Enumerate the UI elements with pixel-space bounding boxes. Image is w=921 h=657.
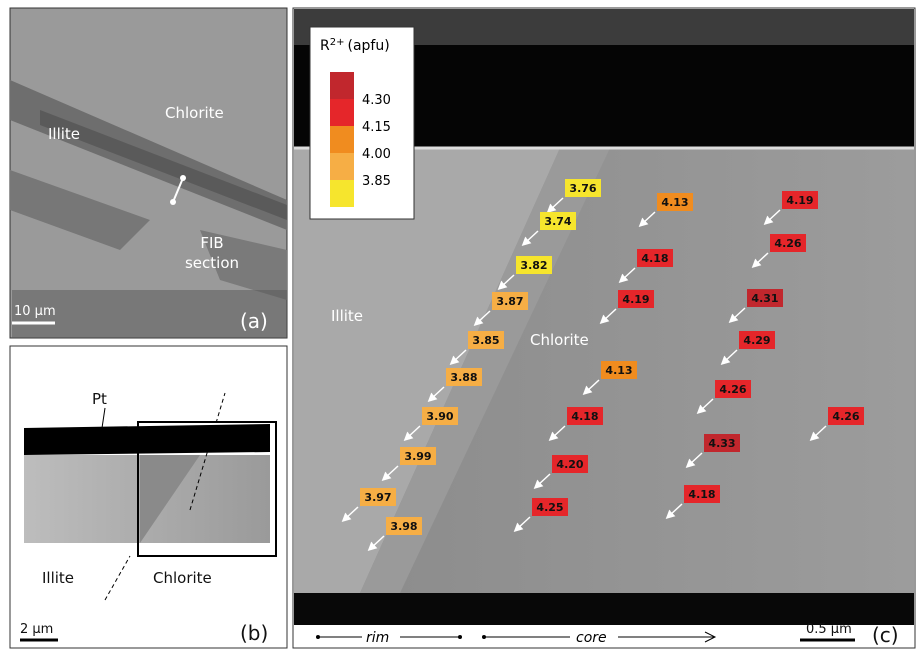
legend-swatch <box>330 72 354 99</box>
panel-label: (c) <box>872 623 899 647</box>
point-label: 4.25 <box>536 501 563 514</box>
point-label: 3.88 <box>450 371 477 384</box>
point-label: 4.19 <box>786 194 813 207</box>
scale-label: 0.5 µm <box>806 622 852 637</box>
label: Chlorite <box>165 104 224 122</box>
point-label: 4.18 <box>641 252 668 265</box>
point-label: 4.19 <box>622 293 649 306</box>
point-label: 3.85 <box>472 334 499 347</box>
point-label: 3.98 <box>390 520 417 533</box>
legend-tick: 4.00 <box>362 147 391 162</box>
legend-tick: 3.85 <box>362 174 391 189</box>
page: Illite Chlorite FIB section 10 µm (a) Pt… <box>0 0 921 653</box>
point-label: 3.90 <box>426 410 453 423</box>
label: Illite <box>42 569 74 587</box>
scale-label: 2 µm <box>20 622 53 637</box>
point-label: 3.99 <box>404 450 431 463</box>
label: Pt <box>92 390 107 408</box>
label: Illite <box>48 125 80 143</box>
point-label: 4.26 <box>719 383 746 396</box>
point-label: 4.18 <box>688 488 715 501</box>
point-label: 3.87 <box>496 295 523 308</box>
label: section <box>185 254 239 272</box>
point-label: 4.31 <box>751 292 778 305</box>
point-label: 4.18 <box>571 410 598 423</box>
legend-swatch <box>330 99 354 126</box>
point-label: 3.97 <box>364 491 391 504</box>
point-label: 3.82 <box>520 259 547 272</box>
legend-swatch <box>330 126 354 153</box>
label: rim <box>366 630 389 646</box>
point-label: 4.26 <box>832 410 859 423</box>
panel-a: Illite Chlorite FIB section 10 µm (a) <box>10 8 287 338</box>
label: Chlorite <box>153 569 212 587</box>
figure: Illite Chlorite FIB section 10 µm (a) Pt… <box>0 0 921 653</box>
panel-c: R2+(apfu) Illite Chlorite rim core 0.5 µ… <box>293 8 915 648</box>
scale-label: 10 µm <box>14 304 56 319</box>
label: Illite <box>331 307 363 325</box>
panel-label: (a) <box>240 309 268 333</box>
panel-b: Pt Illite Chlorite 2 µm (b) <box>10 346 287 648</box>
point-label: 4.26 <box>774 237 801 250</box>
point-label: 3.74 <box>544 215 571 228</box>
label: core <box>576 630 607 646</box>
label: Chlorite <box>530 331 589 349</box>
legend-swatch <box>330 153 354 180</box>
point-label: 4.33 <box>708 437 735 450</box>
panel-label: (b) <box>240 621 268 645</box>
point-label: 4.13 <box>661 196 688 209</box>
point-label: 3.76 <box>569 182 596 195</box>
label: FIB <box>200 234 223 252</box>
legend-tick: 4.30 <box>362 93 391 108</box>
point-label: 4.13 <box>605 364 632 377</box>
point-label: 4.29 <box>743 334 770 347</box>
legend-swatch <box>330 180 354 207</box>
legend-tick: 4.15 <box>362 120 391 135</box>
point-label: 4.20 <box>556 458 583 471</box>
